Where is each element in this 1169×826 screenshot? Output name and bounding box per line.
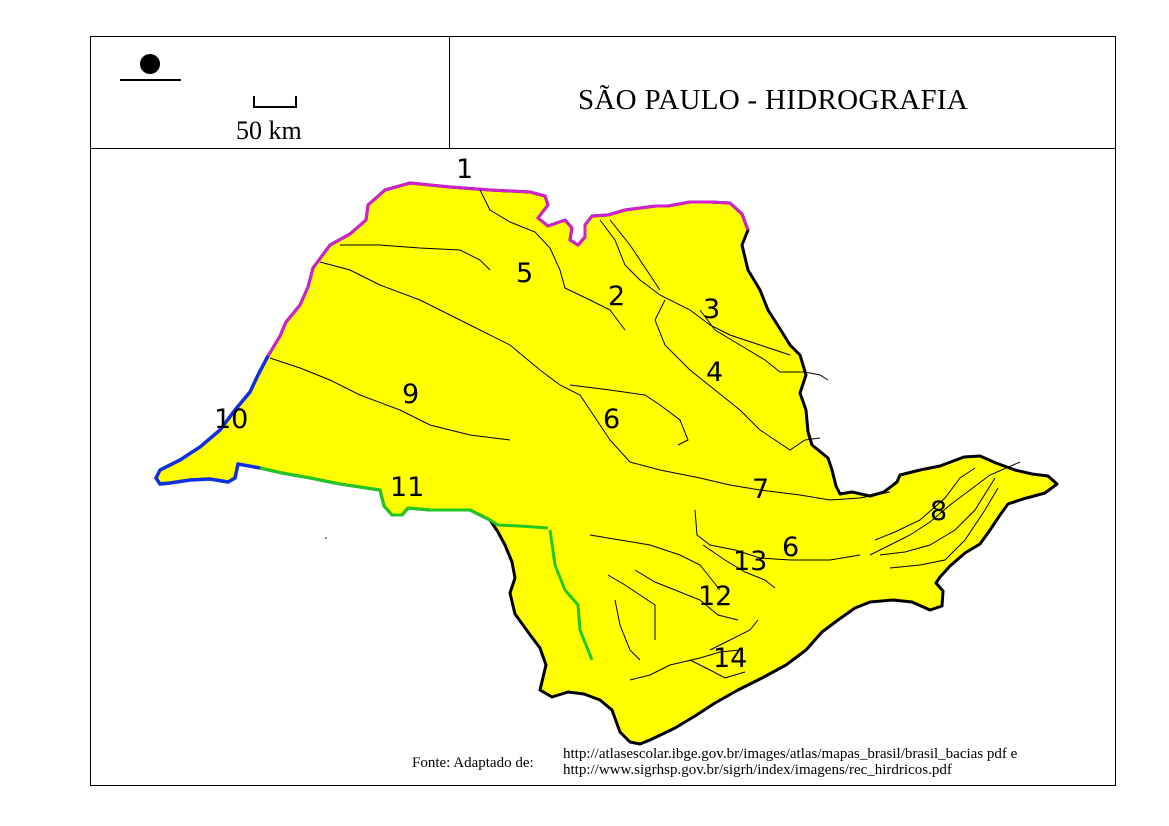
basin-label-8: 8 [930, 496, 947, 527]
source-prefix: Fonte: Adaptado de: [412, 755, 534, 771]
basin-label-9: 9 [402, 379, 419, 410]
source-url-2: http://www.sigrhsp.gov.br/sigrh/index/im… [563, 762, 952, 778]
stray-dot [325, 537, 327, 539]
basin-label-13: 13 [733, 546, 767, 577]
north-dot-icon [120, 54, 181, 81]
basin-label-6b: 6 [782, 532, 799, 563]
header-vertical-divider [449, 36, 450, 148]
basin-label-12: 12 [698, 581, 732, 612]
map-title: SÃO PAULO - HIDROGRAFIA [578, 84, 969, 116]
map-frame [90, 36, 1116, 786]
interior-rivers [269, 189, 1021, 681]
basin-label-3: 3 [703, 294, 720, 325]
basin-label-7: 7 [752, 474, 769, 505]
river-border-south [259, 466, 549, 530]
basin-label-4: 4 [706, 357, 723, 388]
river-border-west [153, 355, 270, 486]
scale-label: 50 km [236, 116, 302, 145]
basin-label-11: 11 [390, 472, 424, 503]
basin-label-10: 10 [214, 404, 248, 435]
source-url-1: http://atlasescolar.ibge.gov.br/images/a… [563, 746, 1018, 762]
river-green-interior [548, 529, 594, 661]
basin-label-5: 5 [516, 258, 533, 289]
basin-label-6a: 6 [603, 404, 620, 435]
scale-bar [253, 96, 297, 108]
river-border-north [311, 181, 750, 269]
basin-labels: 1 2 3 4 5 6 6 7 8 9 10 11 12 13 14 [214, 154, 947, 674]
header-divider [90, 148, 1116, 149]
basin-label-14: 14 [713, 643, 747, 674]
basin-label-1: 1 [456, 154, 473, 185]
state-outline [154, 181, 1059, 746]
basin-label-2: 2 [608, 281, 625, 312]
river-border-north-west [266, 267, 315, 357]
